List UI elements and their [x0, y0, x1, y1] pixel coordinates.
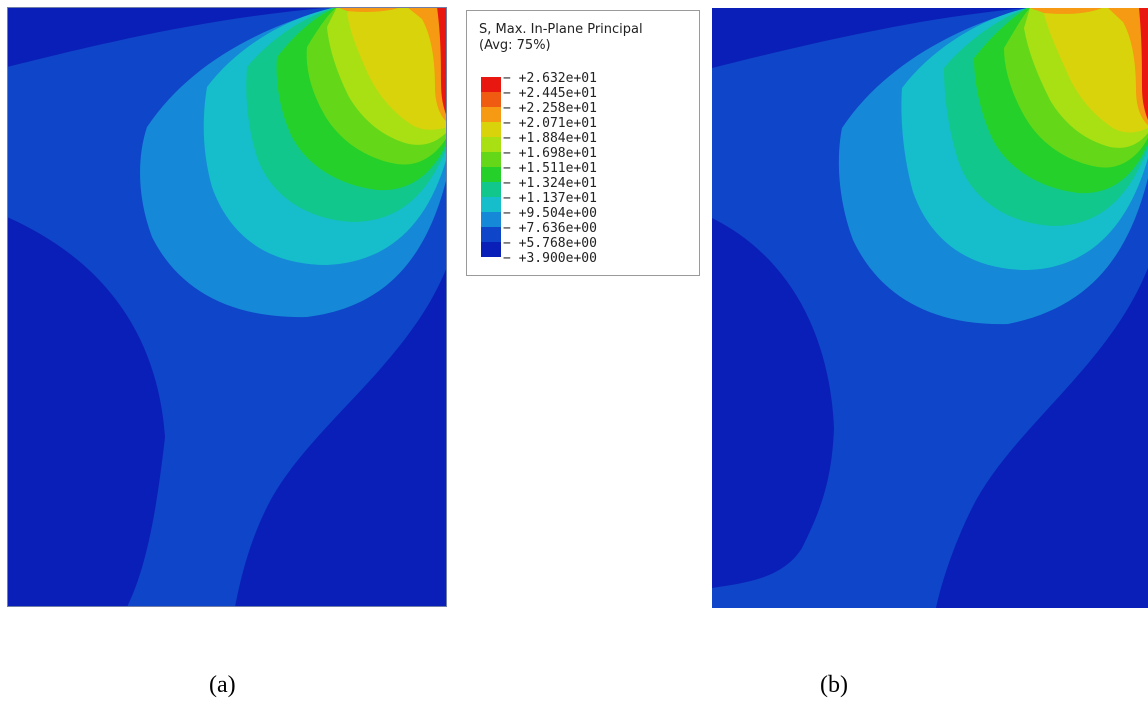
legend-title: S, Max. In-Plane Principal: [479, 22, 643, 37]
legend-swatch: [481, 227, 501, 242]
legend-tick-label: − +5.768e+00: [503, 236, 597, 251]
legend-tick-label: − +2.632e+01: [503, 71, 597, 86]
legend-swatch: [481, 77, 501, 92]
caption-b: (b): [820, 672, 848, 698]
legend-tick-label: − +1.511e+01: [503, 161, 597, 176]
legend-swatch: [481, 107, 501, 122]
contour-legend: S, Max. In-Plane Principal (Avg: 75%) − …: [466, 10, 700, 276]
legend-tick-label: − +1.884e+01: [503, 131, 597, 146]
legend-tick-label: − +1.137e+01: [503, 191, 597, 206]
legend-tick-label: − +1.324e+01: [503, 176, 597, 191]
legend-swatch: [481, 152, 501, 167]
legend-tick-label: − +2.258e+01: [503, 101, 597, 116]
legend-tick-label: − +3.900e+00: [503, 251, 597, 266]
caption-a: (a): [209, 672, 236, 698]
stress-contour-a: [7, 7, 447, 607]
legend-subtitle: (Avg: 75%): [479, 38, 551, 53]
legend-tick-label: − +7.636e+00: [503, 221, 597, 236]
stress-contour-b: [712, 8, 1148, 608]
legend-swatch: [481, 137, 501, 152]
legend-swatch: [481, 242, 501, 257]
legend-swatch: [481, 197, 501, 212]
legend-swatch: [481, 92, 501, 107]
contour-plot-b: [712, 8, 1148, 608]
contour-plot-a: [7, 7, 447, 607]
legend-tick-label: − +9.504e+00: [503, 206, 597, 221]
legend-tick-label: − +1.698e+01: [503, 146, 597, 161]
legend-swatch: [481, 212, 501, 227]
legend-color-bar: [481, 77, 501, 257]
legend-tick-label: − +2.445e+01: [503, 86, 597, 101]
legend-swatch: [481, 167, 501, 182]
legend-swatch: [481, 182, 501, 197]
legend-tick-label: − +2.071e+01: [503, 116, 597, 131]
legend-swatch: [481, 122, 501, 137]
